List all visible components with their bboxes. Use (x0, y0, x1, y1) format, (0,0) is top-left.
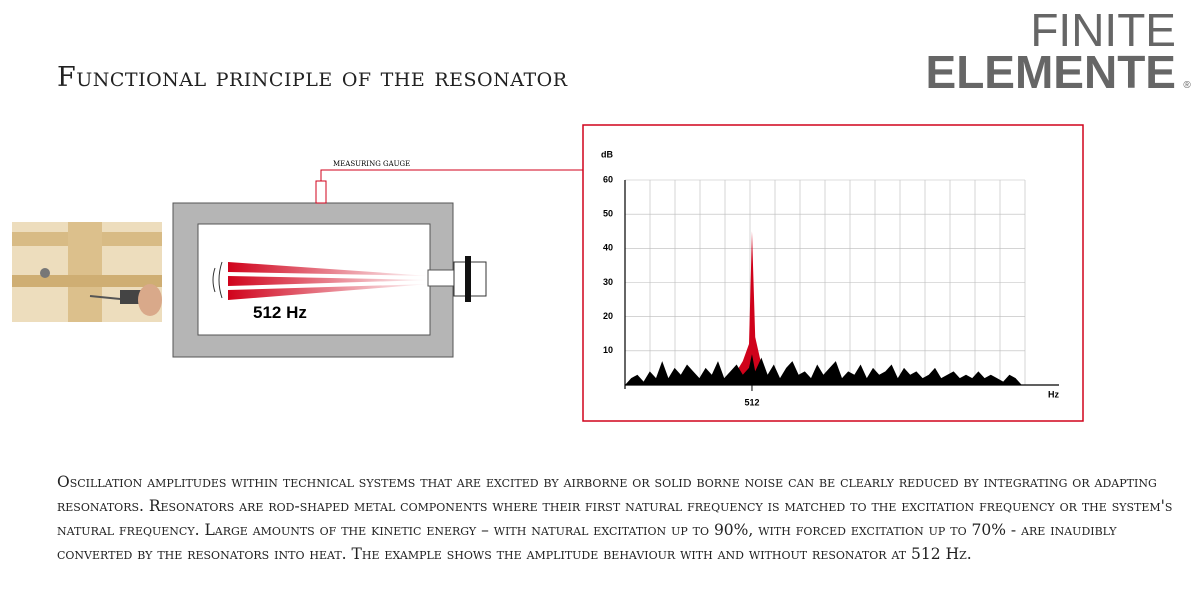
vibration-lines (212, 261, 223, 299)
spectrum-area (625, 354, 1022, 385)
y-axis-label: dB (601, 149, 613, 159)
title: Functional principle of the resonator (57, 62, 568, 93)
rod (228, 262, 430, 276)
y-tick-label: 10 (603, 345, 613, 355)
rod (228, 276, 430, 286)
logo-bottom: ELEMENTE (926, 46, 1176, 98)
rod (228, 284, 430, 300)
chart: 10 20 30 40 50 60 dB Hz 512 (601, 149, 1059, 407)
x-tick-label: 512 (744, 397, 759, 407)
frequency-label: 512 Hz (253, 303, 307, 322)
rod-mount (427, 269, 455, 287)
y-tick-label: 50 (603, 209, 613, 219)
spectrum-area (736, 231, 762, 385)
clamp-plate (465, 256, 471, 302)
photo (12, 222, 162, 322)
y-tick-label: 30 (603, 277, 613, 287)
measuring-gauge (315, 180, 327, 204)
x-axis-label: Hz (1048, 389, 1059, 399)
body-text: Oscillation amplitudes within technical … (57, 473, 1173, 563)
y-tick-label: 60 (603, 174, 613, 184)
logo-mark: ® (1183, 80, 1191, 91)
signal-line (320, 169, 583, 181)
logo-top: FINITE (1030, 4, 1176, 56)
y-tick-label: 20 (603, 311, 613, 321)
gauge-label: MEASURING GAUGE (333, 160, 410, 168)
y-tick-label: 40 (603, 243, 613, 253)
